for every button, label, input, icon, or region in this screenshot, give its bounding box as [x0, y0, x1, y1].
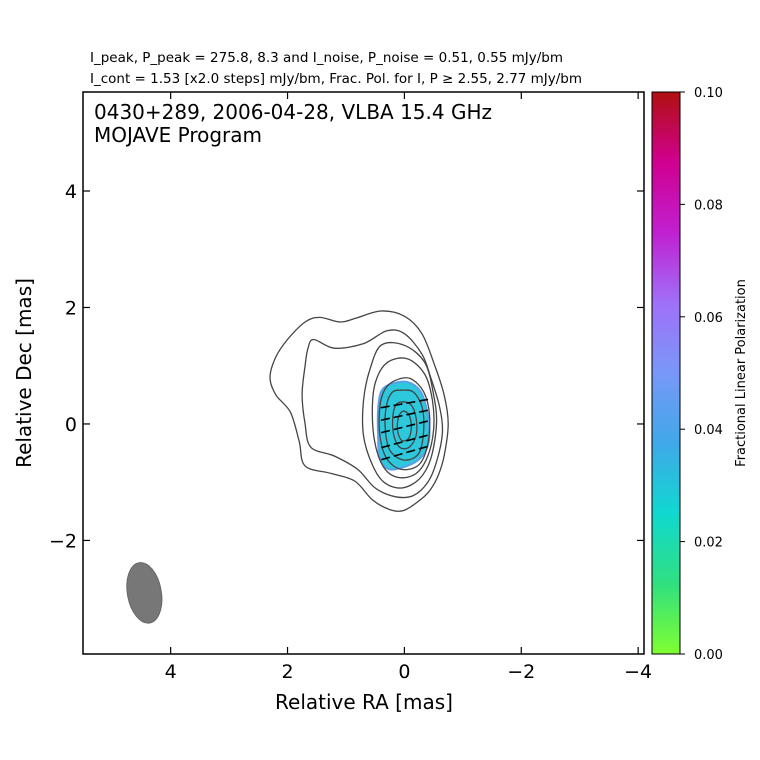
y-tick-label: 0 [65, 414, 77, 436]
plot-frame [82, 91, 645, 655]
contour-level-2 [301, 329, 444, 499]
colorbar-label: Fractional Linear Polarization [734, 279, 749, 467]
x-axis: 4 2 0 −2 −4 [165, 92, 652, 683]
y-axis-label: Relative Dec [mas] [12, 278, 36, 468]
colorbar-tick-label: 0.06 [694, 311, 723, 326]
x-tick-label: 2 [281, 661, 293, 683]
chart-title: 0430+289, 2006-04-28, VLBA 15.4 GHz [94, 100, 492, 124]
evpa-vector [381, 445, 428, 461]
evpa-vector [380, 409, 429, 421]
polarization-region [376, 380, 431, 471]
contour-level-8 [371, 357, 435, 479]
evpa-vector [381, 434, 428, 449]
colorbar-tick-label: 0.08 [694, 198, 723, 213]
y-axis: 4 2 0 −2 [49, 181, 644, 552]
colorbar-tick-label: 0.10 [694, 86, 723, 101]
evpa-vector [380, 420, 428, 434]
x-tick-label: 0 [398, 661, 410, 683]
beam-ellipse [126, 562, 163, 624]
colorbar-axis: 0.00 0.02 0.04 0.06 0.08 0.10 [680, 86, 723, 663]
colorbar-tick-label: 0.04 [694, 423, 723, 438]
header-line-1: I_peak, P_peak = 275.8, 8.3 and I_noise,… [90, 50, 563, 66]
contour-level-16 [378, 377, 431, 471]
x-tick-label: 4 [165, 661, 177, 683]
y-tick-label: 4 [65, 181, 77, 203]
contour-level-64 [391, 401, 418, 450]
y-tick-label: 2 [65, 297, 77, 319]
colorbar-tick-label: 0.00 [694, 648, 723, 663]
x-tick-label: −4 [624, 661, 652, 683]
colorbar-tick-label: 0.02 [694, 536, 723, 551]
colorbar [651, 91, 681, 655]
x-tick-label: −2 [507, 661, 535, 683]
contour-level-4 [361, 341, 438, 489]
plot-area [126, 310, 449, 624]
header-line-2: I_cont = 1.53 [x2.0 steps] mJy/bm, Frac.… [90, 71, 582, 87]
y-tick-label: −2 [49, 530, 77, 552]
chart-subtitle: MOJAVE Program [94, 123, 262, 147]
x-axis-label: Relative RA [mas] [275, 690, 453, 714]
contour-level-1 [269, 310, 449, 512]
evpa-vector [380, 398, 429, 409]
contour-level-128 [396, 410, 413, 442]
